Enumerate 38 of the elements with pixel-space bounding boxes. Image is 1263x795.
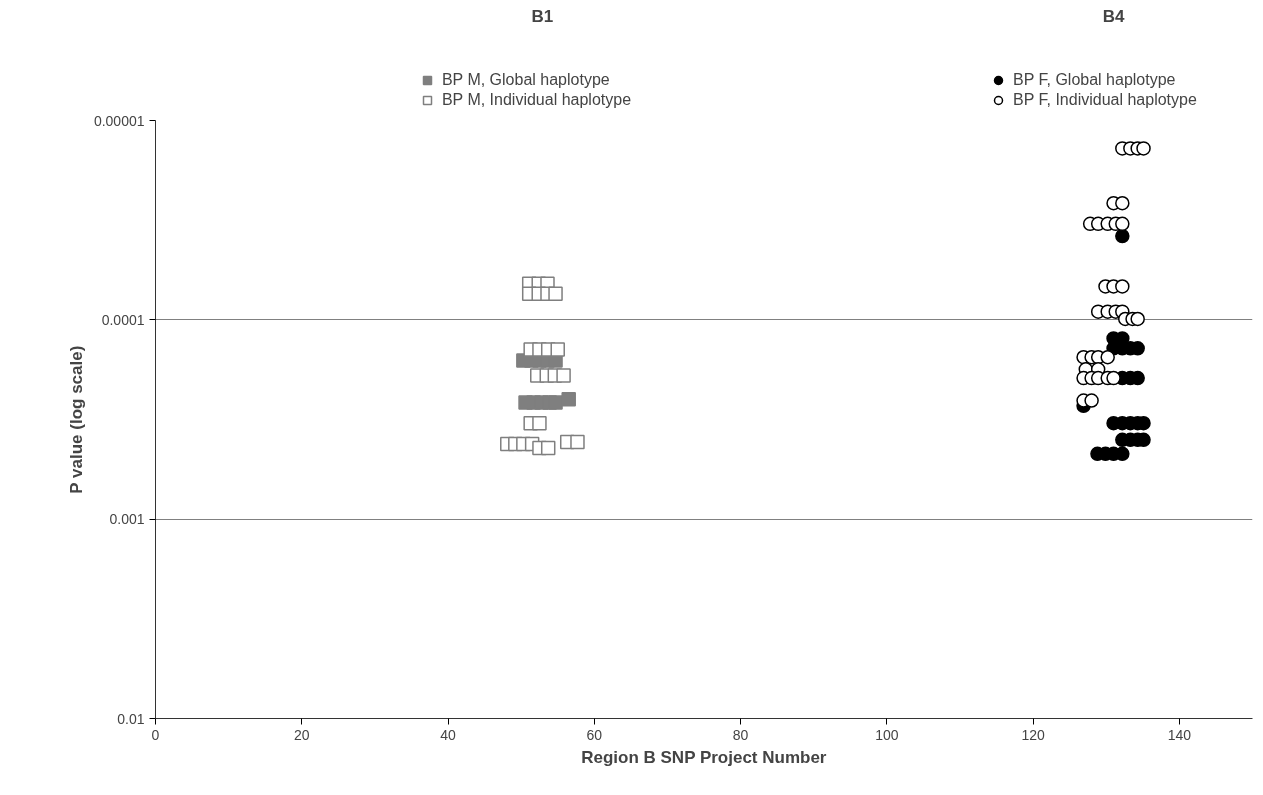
text: B1 — [531, 6, 554, 26]
y-tick-label: 0.01 — [117, 710, 145, 727]
legend-label: BP F, Individual haplotype — [1013, 90, 1197, 110]
point — [540, 440, 556, 456]
x-tick-label: 120 — [1021, 726, 1045, 743]
point — [1084, 393, 1099, 408]
y-tick-label: 0.0001 — [101, 311, 145, 328]
y-tick-label: 0.001 — [109, 511, 145, 528]
x-tick-label: 60 — [586, 726, 603, 743]
point — [1130, 311, 1145, 327]
x-tick-label: 20 — [293, 726, 310, 743]
point — [1100, 349, 1115, 365]
y-tick-label: 0.00001 — [93, 112, 145, 129]
point — [548, 395, 563, 410]
legend-label: BP M, Global haplotype — [441, 70, 610, 90]
point — [1115, 216, 1130, 232]
x-tick-label: 80 — [732, 726, 749, 743]
point — [1115, 279, 1130, 294]
legend-label: BP M, Individual haplotype — [441, 90, 632, 110]
x-tick-label: 40 — [440, 726, 457, 743]
text: B4 — [1102, 6, 1125, 26]
point — [1115, 446, 1130, 462]
point — [1115, 228, 1130, 244]
x-axis-title: Region B SNP Project Number — [581, 747, 827, 767]
legend-label: BP F, Global haplotype — [1013, 70, 1176, 90]
point — [556, 368, 571, 383]
point — [550, 342, 565, 357]
x-tick-label: 100 — [875, 726, 899, 743]
x-tick-label: 0 — [151, 726, 160, 743]
x-tick-label: 140 — [1167, 726, 1192, 743]
point — [1115, 195, 1130, 211]
point — [1136, 141, 1151, 156]
point — [548, 286, 563, 302]
y-axis-title: P value (log scale) — [66, 345, 86, 494]
point — [532, 415, 547, 431]
point — [570, 434, 585, 450]
point — [1106, 370, 1121, 386]
point — [561, 391, 576, 407]
